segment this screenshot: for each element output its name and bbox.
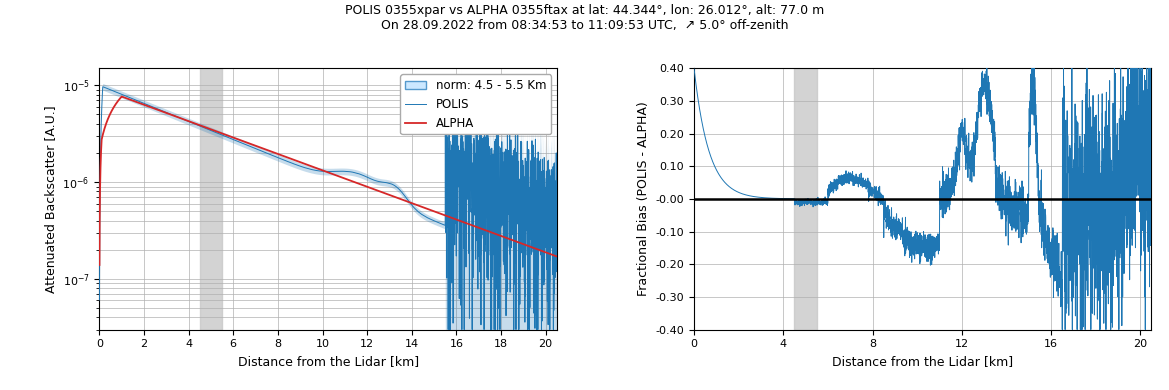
X-axis label: Distance from the Lidar [km]: Distance from the Lidar [km] <box>832 355 1014 368</box>
Bar <box>795 68 817 330</box>
X-axis label: Distance from the Lidar [km]: Distance from the Lidar [km] <box>237 355 419 368</box>
Legend: norm: 4.5 - 5.5 Km, POLIS, ALPHA: norm: 4.5 - 5.5 Km, POLIS, ALPHA <box>400 74 551 135</box>
Y-axis label: Fractional Bias (POLIS - ALPHA): Fractional Bias (POLIS - ALPHA) <box>637 101 650 296</box>
Text: POLIS 0355xpar vs ALPHA 0355ftax at lat: 44.344°, lon: 26.012°, alt: 77.0 m
On 2: POLIS 0355xpar vs ALPHA 0355ftax at lat:… <box>345 4 824 32</box>
Y-axis label: Attenuated Backscatter [A.U.]: Attenuated Backscatter [A.U.] <box>44 105 57 293</box>
Bar <box>200 68 222 330</box>
